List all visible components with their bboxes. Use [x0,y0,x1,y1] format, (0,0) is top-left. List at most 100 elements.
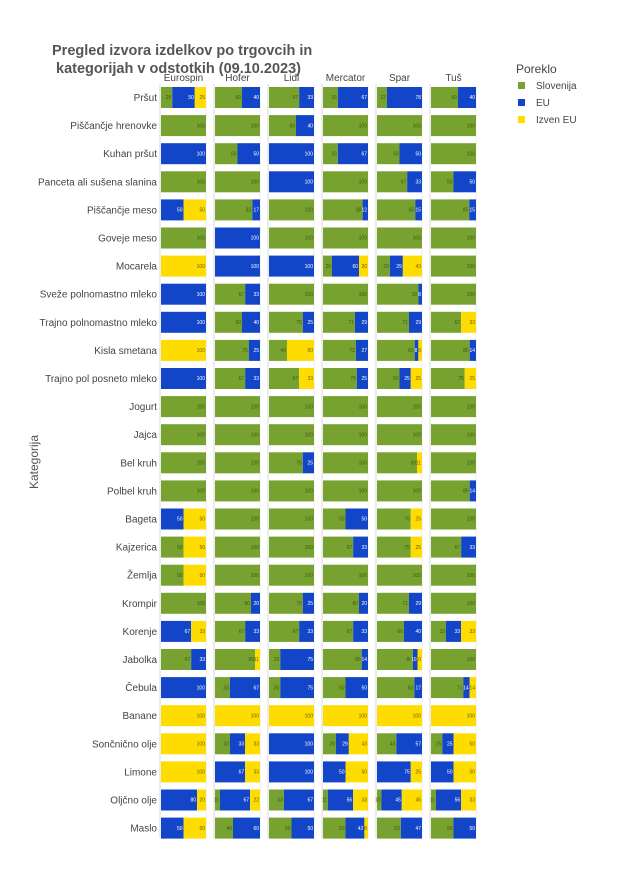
bar-value-label: 14 [469,489,475,495]
bar-spar-korenje-slovenija [377,620,404,642]
bar-value-label: 60 [235,320,241,326]
bar-value-label: 100 [251,573,260,579]
bar-value-label: 29 [329,742,335,748]
bar-value-label: 60 [289,123,295,129]
bar-mercator-bel-kruh-slovenija [323,452,368,474]
bar-spar-mocarela-izven-eu [402,255,422,277]
bar-value-label: 71 [457,685,463,691]
bar-tus-bel-kruh-slovenija [431,452,476,474]
bar-tus-jogurt-slovenija [431,396,476,418]
bar-value-label: 100 [251,236,260,242]
bar-spar-piscancje-meso-slovenija [377,199,416,221]
bar-hofer-oljcno-olje-slovenija [215,789,220,811]
bar-eurospin-prsut-eu [172,87,195,108]
bar-tus-maslo-eu [453,817,476,839]
bar-value-label: 10 [411,657,417,663]
bar-value-label: 67 [239,770,245,776]
bar-value-label: 42 [358,826,364,832]
bar-value-label: 33 [223,685,229,691]
bar-spar-trajno-pol-posneto-mleko-eu [399,368,411,389]
bar-lidl-cebula-slovenija [269,677,281,699]
bar-tus-korenje-izven-eu [461,620,476,642]
bar-hofer-korenje-eu [245,620,260,642]
bar-mercator-trajno-pol-posneto-mleko-eu [356,368,368,389]
bar-tus-oljcno-olje-slovenija [431,789,436,811]
bar-value-label: 8 [418,348,421,354]
bar-value-label: 100 [305,713,314,719]
bar-value-label: 100 [197,292,206,298]
bar-eurospin-trajno-pol-posneto-mleko-eu [161,368,206,389]
bar-eurospin-oljcno-olje-izven-eu [197,789,206,811]
bar-value-label: 25 [199,95,205,101]
bar-value-label: 50 [199,573,205,579]
bar-value-label: 50 [447,770,453,776]
bar-hofer-polbel-kruh-slovenija [215,480,260,502]
bar-mercator-kuhan-prsut-slovenija [323,143,338,165]
bar-mercator-krompir-slovenija [323,592,359,614]
bar-eurospin-bageta-eu [161,508,184,530]
bar-value-label: 40 [307,123,313,129]
bar-eurospin-trajno-polnomastno-mleko-eu [161,311,206,333]
bar-value-label: 33 [199,629,205,635]
bar-value-label: 100 [251,517,260,523]
bar-spar-oljcno-olje-izven-eu [401,789,422,811]
bar-value-label: 80 [244,601,250,607]
bar-value-label: 29 [396,264,402,270]
bar-tus-soncnicno-olje-eu [442,733,454,755]
category-label-limone: Limone [124,767,157,778]
bar-value-label: 67 [185,657,191,663]
bar-hofer-krompir-slovenija [215,592,251,614]
bar-value-label: 50 [177,517,183,523]
bar-value-label: 100 [197,320,206,326]
bar-value-label: 75 [307,685,313,691]
bar-lidl-polbel-kruh-slovenija [269,480,314,502]
bar-lidl-trajno-pol-posneto-mleko-izven-eu [299,368,314,389]
bar-eurospin-kajzerica-izven-eu [183,536,206,558]
bar-tus-trajno-polnomastno-mleko-izven-eu [461,311,476,333]
bar-lidl-kisla-smetana-slovenija [269,339,287,361]
category-label-polbel-kruh: Polbel kruh [107,486,157,497]
bar-value-label: 100 [197,601,206,607]
bar-value-label: 50 [188,95,194,101]
bar-value-label: 50 [361,517,367,523]
bar-value-label: 100 [251,180,260,186]
bar-lidl-piscancje-hrenovke-eu [296,115,314,137]
chart-title-line-1: Pregled izvora izdelkov po trgovcih in [52,43,312,59]
bar-value-label: 33 [361,545,367,551]
bar-value-label: 100 [197,236,206,242]
store-header-lidl: Lidl [284,73,300,84]
bar-value-label: 100 [197,742,206,748]
bar-tus-kisla-smetana-eu [469,339,476,361]
bar-value-label: 100 [359,123,368,129]
bar-value-label: 100 [197,461,206,467]
bar-value-label: 100 [305,208,314,214]
bar-lidl-panceta-ali-susena-slanina-eu [269,171,314,193]
bar-value-label: 29 [342,742,348,748]
bar-value-label: 100 [197,123,206,129]
bar-spar-limone-eu [377,761,411,783]
bar-lidl-prsut-eu [299,87,314,108]
bar-hofer-jajca-slovenija [215,424,260,446]
bar-value-label: 85 [463,208,469,214]
bar-mercator-oljcno-olje-eu [327,789,354,811]
bar-value-label: 92 [412,292,418,298]
store-header-spar: Spar [389,73,411,84]
bar-spar-prsut-eu [386,87,422,108]
bar-value-label: 100 [359,432,368,438]
bar-value-label: 50 [307,826,313,832]
bar-lidl-korenje-eu [299,620,314,642]
category-label-piscancje-meso: Piščančje meso [87,205,157,216]
bar-value-label: 47 [415,826,421,832]
bar-tus-banane-izven-eu [431,705,476,727]
panel-hofer: Hofer 60 40 100 50 50 100 83 17 100 100 67 33 60 40 75 2… [213,73,261,839]
bar-spar-trajno-pol-posneto-mleko-izven-eu [410,368,422,389]
bar-value-label: 67 [293,376,299,382]
bar-eurospin-kajzerica-slovenija [161,536,184,558]
bar-eurospin-maslo-eu [161,817,184,839]
bar-tus-piscancje-hrenovke-slovenija [431,115,476,137]
bar-hofer-kajzerica-slovenija [215,536,260,558]
bar-spar-sveze-polnomastno-mleko-slovenija [377,283,419,305]
bar-value-label: 100 [467,517,476,523]
category-label-krompir: Krompir [122,599,158,610]
bar-lidl-piscancje-hrenovke-slovenija [269,115,296,137]
